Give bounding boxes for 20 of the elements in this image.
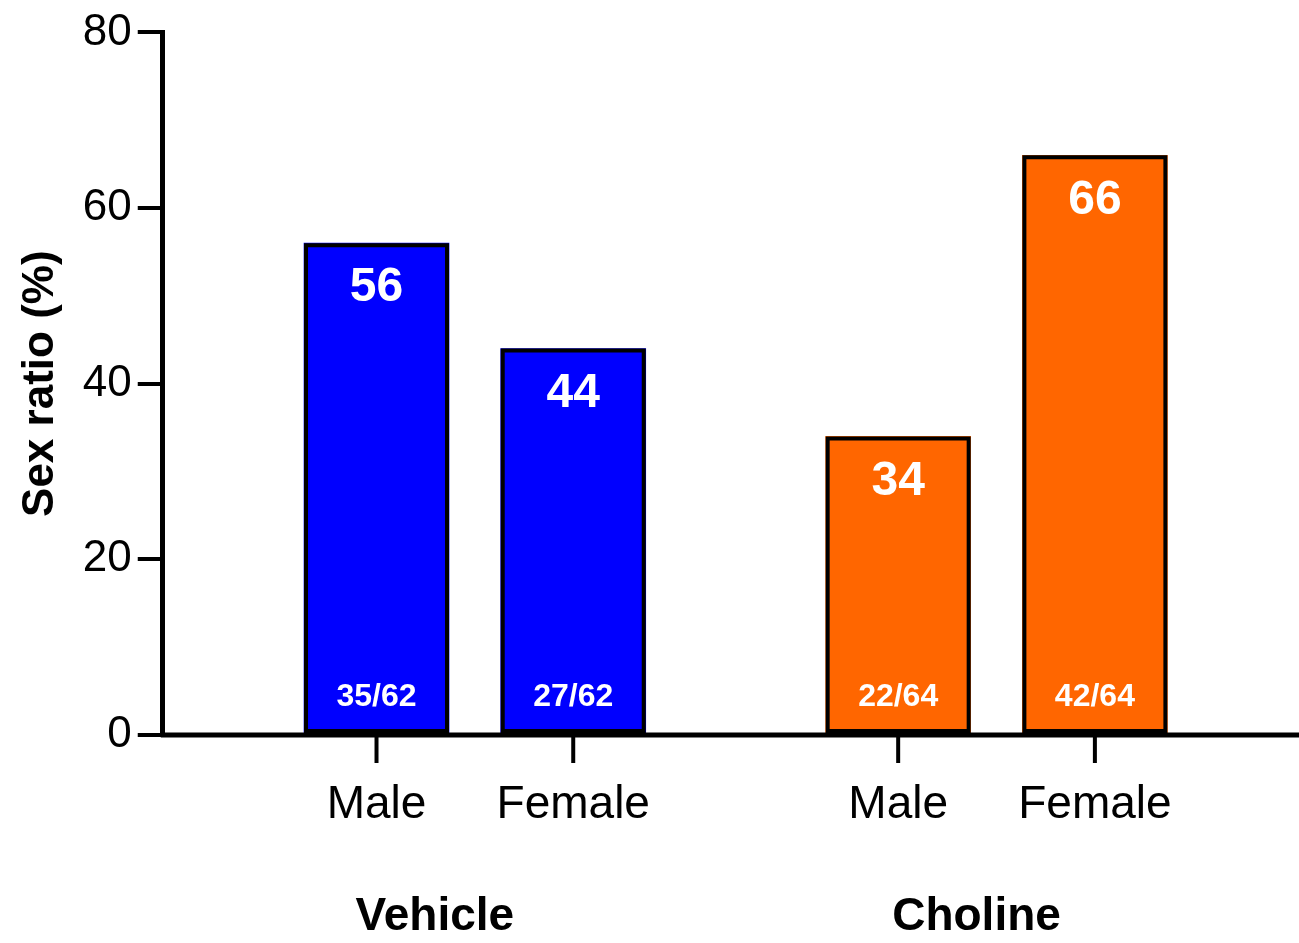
annotation: 42/64 (1054, 676, 1136, 713)
data-label: 56 (349, 258, 404, 312)
x-tick-label: Female (496, 775, 650, 828)
data-label: 34 (871, 451, 926, 505)
annotation: 35/62 (336, 676, 417, 713)
annotation: 22/64 (858, 676, 939, 713)
y-tick-label: 60 (82, 180, 132, 230)
y-tick-label: 20 (82, 531, 132, 581)
y-tick-label: 80 (82, 4, 132, 54)
text: Choline (892, 887, 1061, 940)
x-tick-label: Male (326, 775, 427, 828)
text: Vehicle (355, 887, 515, 940)
x-tick-label: Male (848, 775, 949, 828)
y-tick-label: 40 (82, 355, 132, 405)
y-tick-label: 0 (107, 707, 132, 757)
data-label: 66 (1068, 170, 1122, 224)
y-axis-title: Sex ratio (%) (12, 250, 62, 517)
annotation: 27/62 (533, 676, 614, 713)
data-label: 44 (546, 363, 601, 417)
x-tick-label: Female (1018, 775, 1172, 828)
